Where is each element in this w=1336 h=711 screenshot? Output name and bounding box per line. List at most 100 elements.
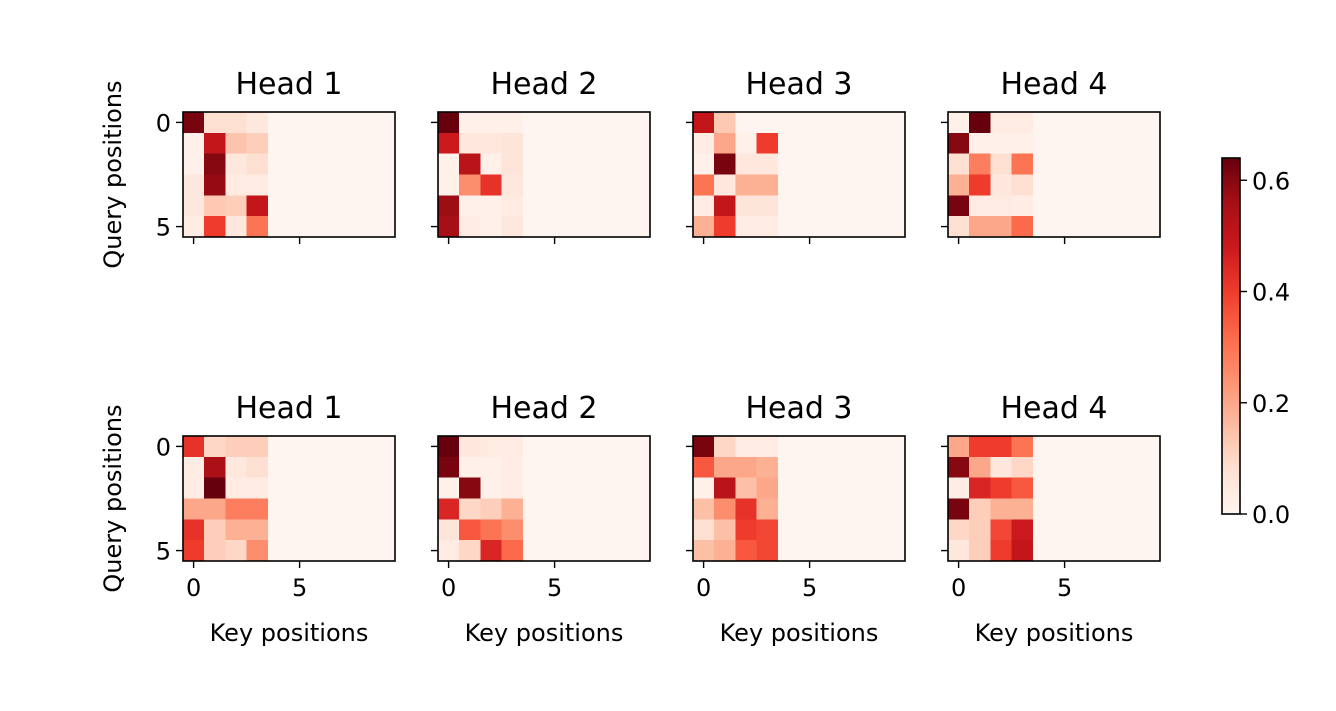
heatmap-cell [1138,519,1161,541]
heatmap-cell [990,153,1012,175]
heatmap-cell [438,174,460,196]
heatmap-cell [948,195,970,217]
heatmap-cell [1096,540,1118,562]
heatmap-cell [246,153,269,175]
heatmap-cell [565,540,587,562]
heatmap-cell [1096,195,1118,217]
heatmap-cell [501,153,524,175]
heatmap-cell [1032,112,1055,134]
heatmap-cell [480,540,502,562]
heatmap-cell [714,436,736,458]
heatmap-cell [969,132,991,155]
heatmap-cell [352,519,375,541]
heatmap-cell [522,132,545,155]
heatmap-cell [586,456,608,479]
heatmap-cell [565,436,587,458]
heatmap-cell [586,477,608,499]
heatmap-cell [1096,132,1118,155]
heatmap-cell [310,540,332,562]
heatmap-cell [756,477,779,499]
heatmap-cell [1117,195,1140,217]
heatmap-cell [777,540,800,562]
heatmap-cell [289,112,311,134]
heatmap-cell [544,540,566,562]
heatmap-cell [183,540,205,562]
heatmap-cell [183,436,205,458]
heatmap-cell [841,132,863,155]
x-tick-label: 0 [696,574,711,602]
heatmap-cell [438,456,460,479]
heatmap-cell [1075,112,1097,134]
heatmap-cell [289,174,311,196]
heatmap-cell [777,174,800,196]
heatmap-cell [841,540,863,562]
heatmap-cell [438,436,460,458]
heatmap-cell [820,456,842,479]
heatmap-cell [373,112,396,134]
heatmap-cell [862,477,885,499]
heatmap-cell [480,174,502,196]
heatmap-cell [990,436,1012,458]
heatmap-cell [501,498,524,520]
heatmap-cell [990,519,1012,541]
heatmap-cell [777,456,800,479]
heatmap-cell [204,436,226,458]
heatmap-cell [841,456,863,479]
heatmap-cell [607,436,630,458]
heatmap-cell [331,498,353,520]
heatmap-cell [586,436,608,458]
heatmap-cell [438,112,460,134]
heatmap-cell [1138,498,1161,520]
heatmap-cell [756,174,779,196]
heatmap-cell [565,498,587,520]
heatmap-cell [862,174,885,196]
heatmap-cell [438,216,460,238]
heatmap-cell [310,436,332,458]
heatmap-cell [267,519,290,541]
heatmap-cell [820,519,842,541]
heatmap-cell [544,216,566,238]
heatmap-cell [693,195,715,217]
heatmap-cell [1138,112,1161,134]
panel-title: Head 3 [745,391,852,426]
heatmap-cell [267,174,290,196]
heatmap-cell [777,477,800,499]
heatmap-cell [862,112,885,134]
panel-title: Head 4 [1000,67,1107,102]
heatmap-cell [522,540,545,562]
heatmap-cell [990,456,1012,479]
heatmap-cell [183,477,205,499]
heatmap-cell [841,216,863,238]
heatmap-cell [352,436,375,458]
heatmap-cell [756,540,779,562]
heatmap-cell [204,132,226,155]
heatmap-cell [714,174,736,196]
panel-title: Head 1 [235,391,342,426]
heatmap-cell [777,153,800,175]
heatmap-cell [459,195,481,217]
heatmap-cell [948,132,970,155]
heatmap-cell [799,132,821,155]
heatmap-cell [1138,456,1161,479]
heatmap-cell [1138,153,1161,175]
heatmap-cell [225,153,247,175]
heatmap-cell [544,174,566,196]
heatmap-cell [289,216,311,238]
heatmap-cell [735,477,757,499]
heatmap-cell [735,519,757,541]
heatmap-cell [862,456,885,479]
heatmap-cell [969,436,991,458]
heatmap-cell [246,498,269,520]
heatmap-cell [501,132,524,155]
heatmap-cell [1138,216,1161,238]
heatmap-cell [693,436,715,458]
heatmap-cell [204,477,226,499]
heatmap-cell [756,436,779,458]
panel-frame [182,111,396,238]
heatmap-cell [990,112,1012,134]
heatmap-cell [544,112,566,134]
heatmap-cell [331,153,353,175]
heatmap-cell [1054,477,1076,499]
heatmap-cell [310,174,332,196]
heatmap-cell [1011,477,1034,499]
